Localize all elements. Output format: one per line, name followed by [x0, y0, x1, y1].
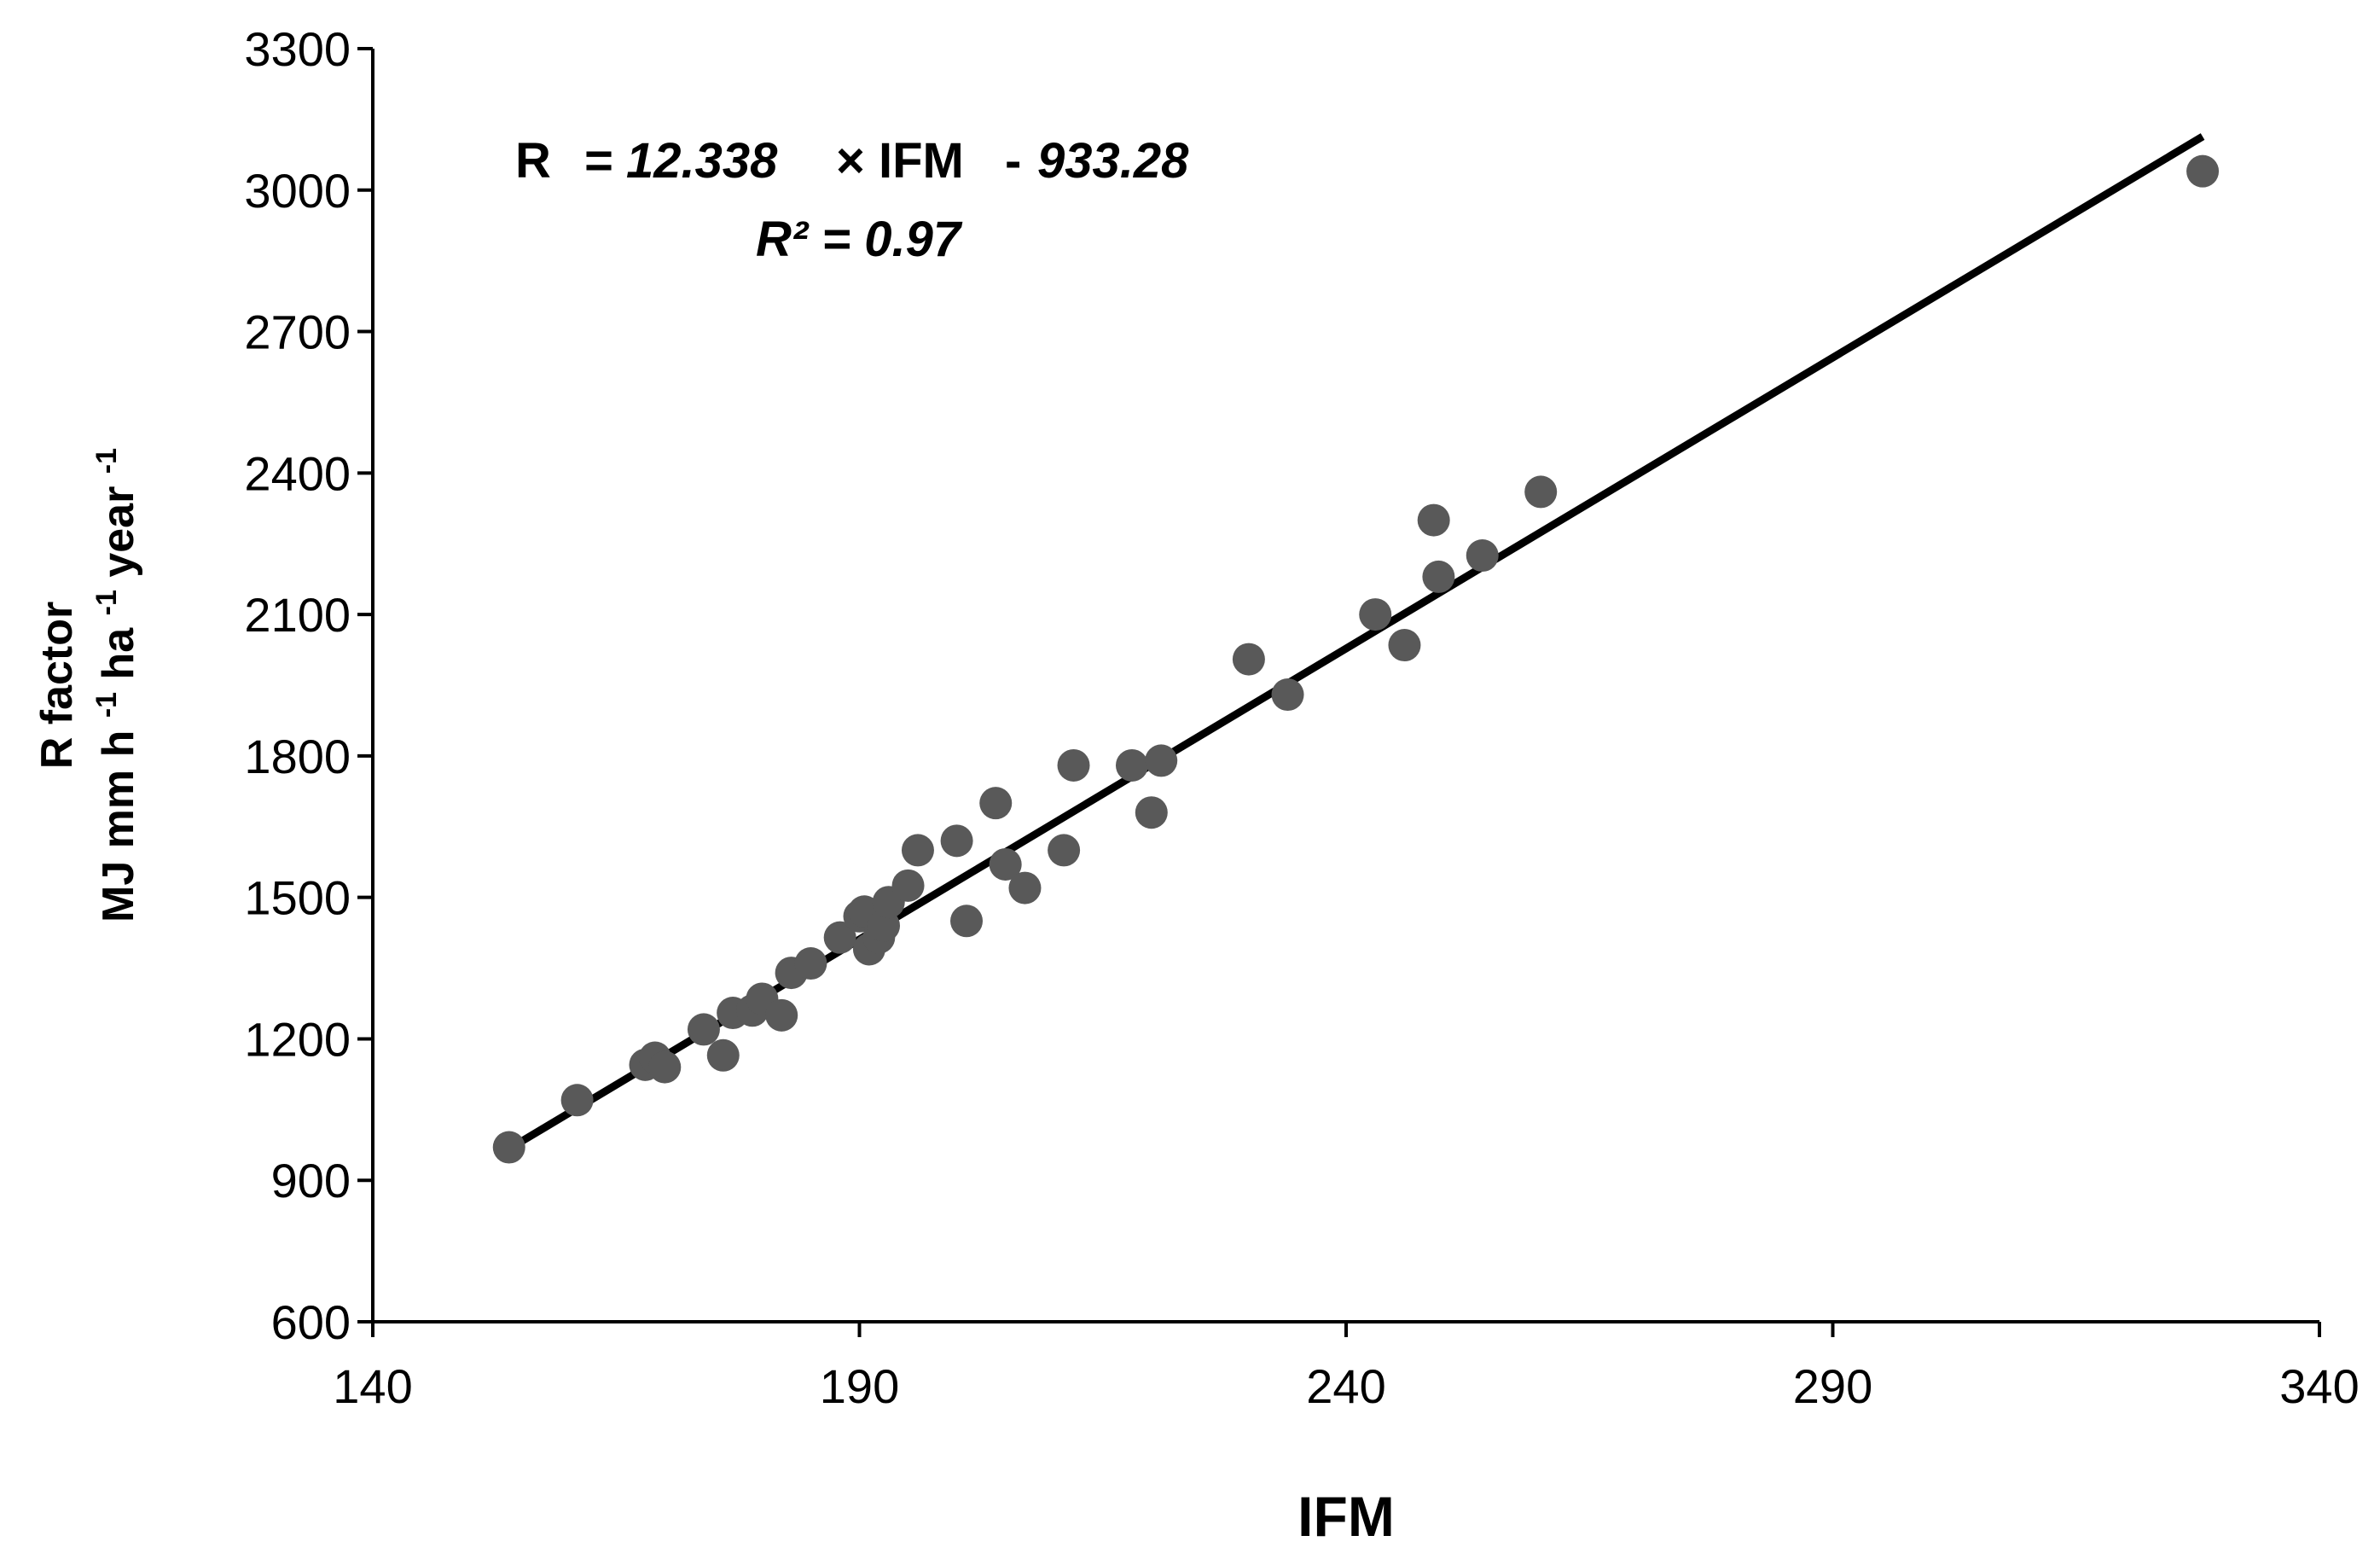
- data-point: [560, 1084, 594, 1117]
- equation-times-ifm: × IFM: [836, 133, 964, 189]
- data-point: [1466, 539, 1499, 573]
- x-tick-label: 240: [1306, 1359, 1385, 1413]
- data-point: [989, 847, 1022, 881]
- data-point: [1359, 598, 1392, 631]
- y-unit-sup-1: -1: [90, 692, 123, 718]
- data-point: [706, 1038, 740, 1072]
- x-tick-label: 290: [1793, 1359, 1872, 1413]
- equation-intercept: 933.28: [1037, 133, 1189, 189]
- y-unit-part-2: ha: [94, 615, 143, 692]
- data-point: [1145, 744, 1178, 777]
- y-tick-label: 3000: [244, 164, 351, 218]
- y-tick-label: 900: [271, 1154, 351, 1207]
- y-tick-label: 1500: [244, 871, 351, 925]
- data-point: [765, 998, 798, 1032]
- y-unit-part-1: MJ mm h: [94, 718, 143, 922]
- equation-line-1: R = 12.338 × IFM - 933.28: [515, 133, 1189, 189]
- data-point: [1048, 834, 1081, 867]
- data-point: [648, 1050, 682, 1084]
- data-point: [1524, 475, 1558, 509]
- equation-minus: -: [1005, 133, 1021, 189]
- data-point: [950, 905, 984, 938]
- x-axis-ticks: 140 190 240 290 340: [333, 1322, 2360, 1413]
- data-points: [492, 154, 2220, 1164]
- y-axis-ticks: 600 900 1200 1500 1800 2100 2400 2700 3000 3300: [244, 22, 373, 1349]
- data-point: [940, 824, 973, 858]
- data-point: [1008, 871, 1042, 905]
- data-point: [901, 834, 934, 867]
- y-unit-sup-2: -1: [90, 590, 123, 615]
- equation-r2: R² = 0.97: [756, 212, 963, 267]
- y-tick-label: 3300: [244, 22, 351, 76]
- x-axis-title: IFM: [1297, 1485, 1395, 1548]
- equation-r: R: [515, 133, 551, 189]
- data-point: [979, 787, 1013, 820]
- y-tick-label: 2100: [244, 588, 351, 642]
- data-point: [492, 1131, 525, 1164]
- y-tick-label: 2700: [244, 305, 351, 359]
- equation-slope: = 12.338: [583, 133, 778, 189]
- x-tick-label: 140: [333, 1359, 412, 1413]
- data-point: [1135, 796, 1168, 829]
- y-tick-label: 600: [271, 1295, 351, 1349]
- y-unit-sup-3: -1: [90, 448, 123, 474]
- y-axis-title: R factor MJ mm h -1 ha -1 year -1: [32, 448, 143, 922]
- data-point: [823, 921, 856, 954]
- y-tick-label: 2400: [244, 446, 351, 500]
- data-point: [1057, 748, 1090, 782]
- data-point: [1232, 643, 1265, 676]
- y-axis-title-line-2: MJ mm h -1 ha -1 year -1: [90, 448, 143, 922]
- data-point: [1417, 503, 1450, 537]
- data-point: [794, 947, 827, 980]
- y-tick-label: 1800: [244, 730, 351, 783]
- x-tick-label: 190: [820, 1359, 899, 1413]
- data-point: [1115, 748, 1148, 782]
- y-axis-title-line-1: R factor: [32, 602, 82, 769]
- data-point: [891, 869, 925, 902]
- data-point: [2186, 154, 2220, 188]
- data-point: [1388, 629, 1421, 662]
- data-point: [1271, 678, 1304, 712]
- y-tick-label: 1200: [244, 1012, 351, 1066]
- x-tick-label: 340: [2279, 1359, 2359, 1413]
- data-point: [687, 1013, 720, 1046]
- y-unit-part-3: year: [94, 474, 143, 590]
- data-point: [1422, 560, 1455, 593]
